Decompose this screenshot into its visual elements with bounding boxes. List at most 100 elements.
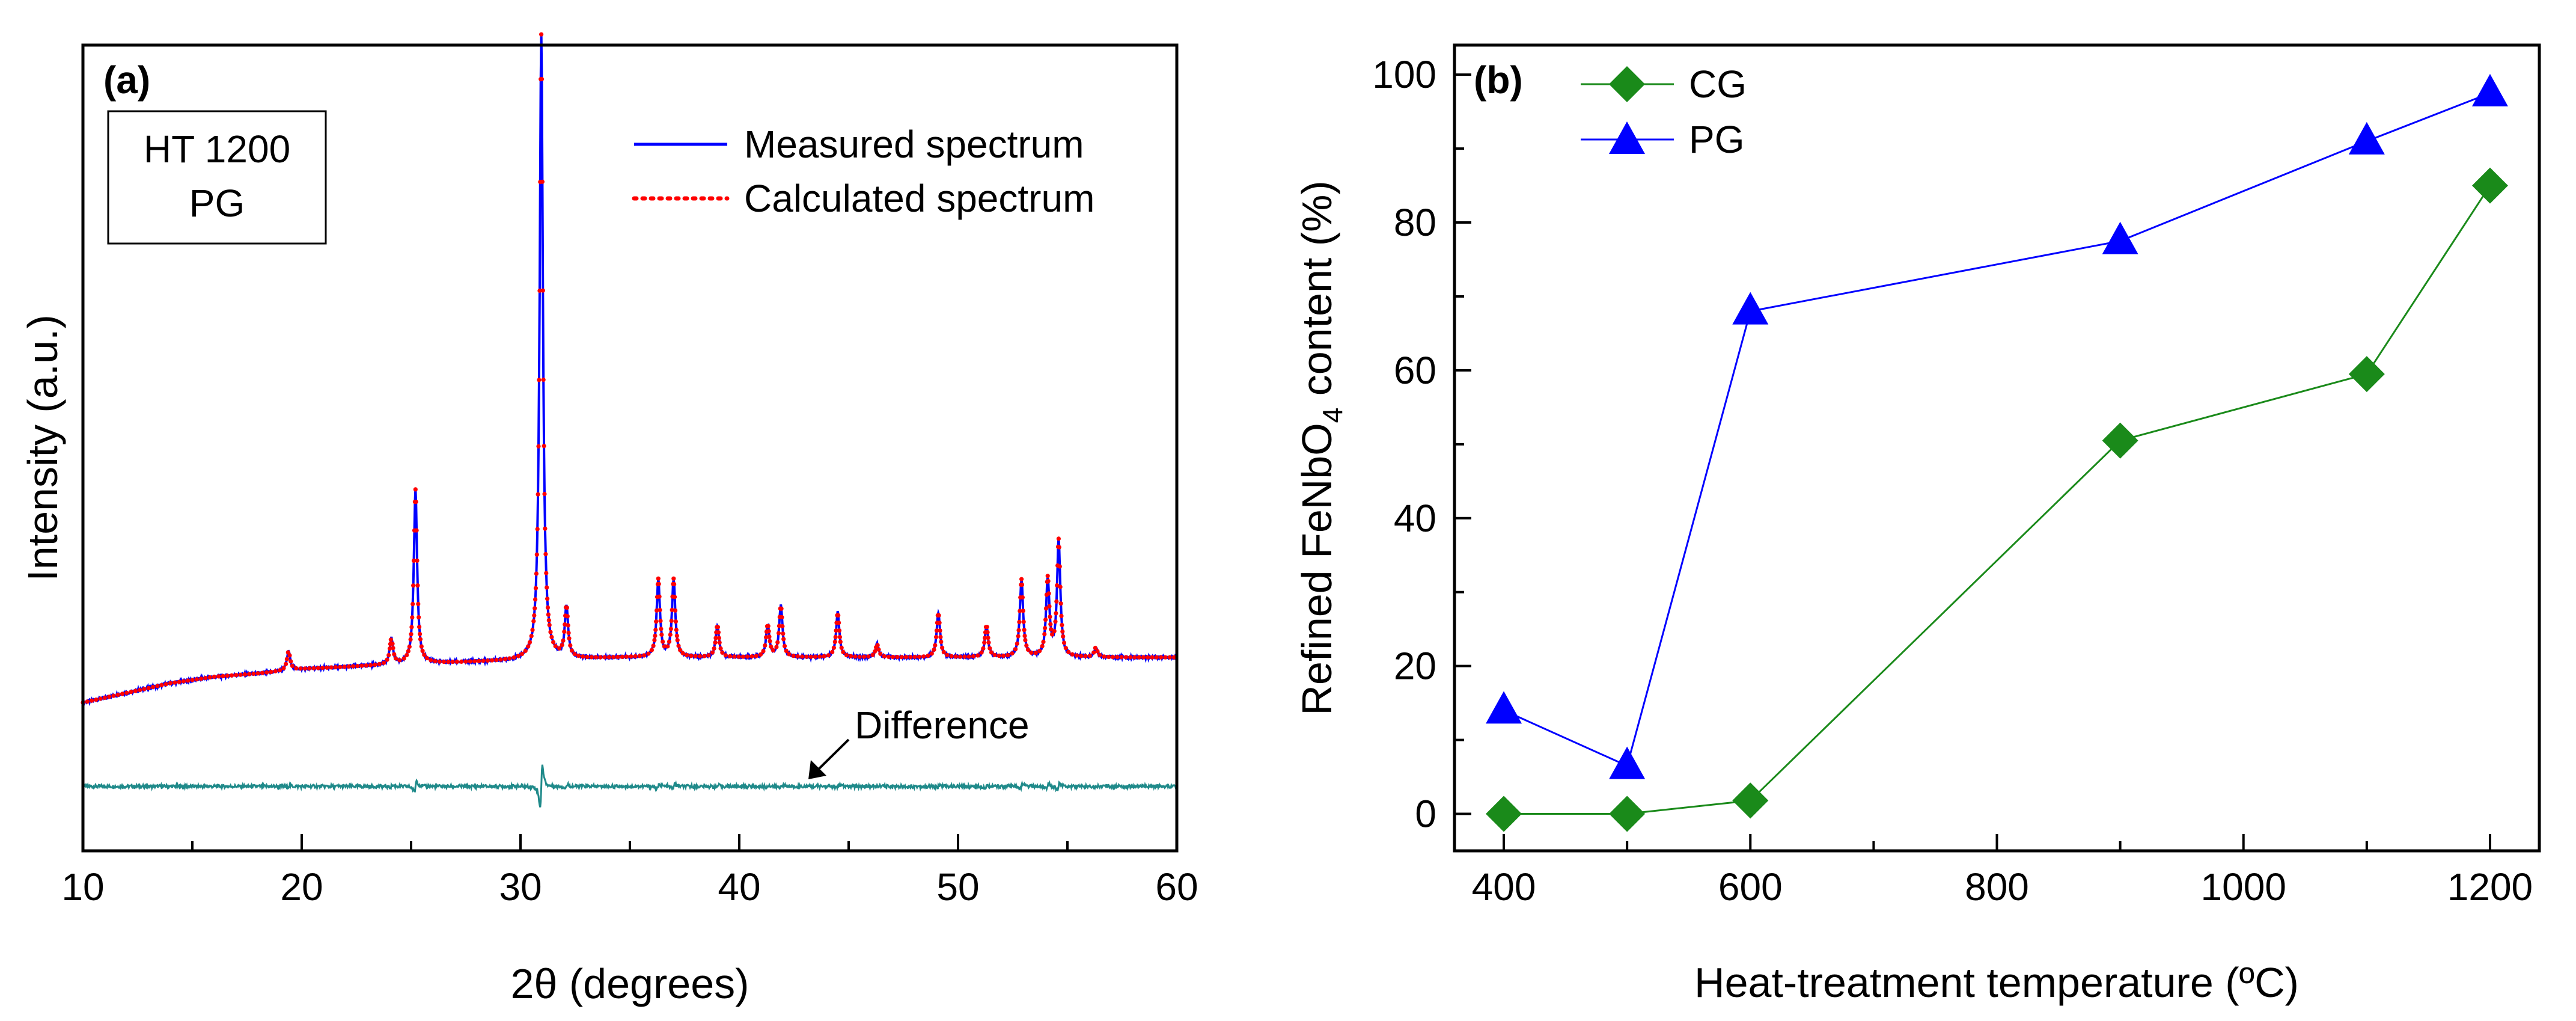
calculated-point [837, 628, 842, 633]
series-line-pg [1503, 92, 2491, 767]
calculated-point [142, 687, 147, 691]
calculated-point [401, 656, 406, 661]
data-point-cg [1732, 782, 1769, 819]
calculated-point [937, 621, 942, 625]
panel-b-ticks: 400 600 800 1000 1200 0 20 40 60 80 100 [1372, 53, 2533, 909]
calculated-point [886, 654, 891, 659]
calculated-point [468, 659, 472, 664]
calculated-point [983, 636, 987, 640]
calculated-point [120, 691, 125, 696]
calculated-point [534, 571, 539, 576]
calculated-point [822, 654, 826, 658]
calculated-point [718, 646, 723, 651]
calculated-point [1019, 582, 1025, 587]
calculated-point [697, 654, 703, 658]
calculated-point [841, 649, 846, 654]
legend-cg-marker [1609, 66, 1645, 102]
calculated-point [817, 654, 822, 659]
calculated-point [749, 654, 754, 659]
calculated-point [391, 646, 395, 651]
calculated-point [761, 649, 766, 654]
calculated-point [658, 618, 663, 624]
calculated-point [767, 634, 772, 639]
calculated-point [659, 627, 664, 631]
calculated-point [624, 654, 629, 659]
calculated-point [562, 629, 567, 634]
calculated-point [800, 654, 805, 659]
calculated-point [320, 666, 325, 670]
calculated-point [533, 606, 537, 611]
calculated-point [629, 654, 633, 659]
calculated-point [962, 654, 967, 659]
calculated-point [561, 638, 566, 643]
calculated-point [1093, 645, 1097, 651]
calculated-point [163, 682, 168, 687]
calculated-point [934, 628, 939, 633]
calculated-point [723, 653, 728, 658]
data-point-cg [2102, 422, 2138, 459]
y-title-subscript: 4 [1317, 408, 1348, 423]
calculated-point [982, 640, 987, 645]
calculated-point [926, 653, 930, 658]
calculated-point [899, 655, 904, 660]
calculated-point [986, 640, 991, 645]
calculated-point [548, 630, 553, 634]
y-tick-label: 80 [1394, 201, 1436, 244]
calculated-point [422, 652, 427, 657]
calculated-point [1046, 591, 1051, 596]
calculated-point [90, 698, 94, 703]
calculated-point [795, 654, 800, 659]
calculated-point [203, 676, 208, 681]
calculated-point [662, 644, 667, 649]
calculated-point [410, 615, 415, 620]
calculated-point [908, 655, 913, 660]
calculated-point [540, 288, 545, 293]
calculated-point [966, 654, 971, 659]
calculated-point [831, 645, 836, 650]
calculated-point [938, 634, 943, 639]
calculated-point [1052, 629, 1057, 634]
calculated-point [781, 631, 786, 636]
y-title-part-2: content (%) [1293, 180, 1340, 407]
calculated-point [1141, 655, 1146, 660]
calculated-point [979, 650, 984, 655]
calculated-point [569, 648, 575, 653]
calculated-point [674, 633, 679, 638]
calculated-point [1106, 654, 1111, 660]
panel-b-y-axis-title: Refined FeNbO4 content (%) [1293, 180, 1348, 715]
calculated-point [409, 632, 414, 637]
calculated-point [878, 651, 883, 656]
calculated-point [545, 585, 549, 590]
calculated-point [895, 655, 900, 660]
calculated-point [498, 657, 503, 662]
calculated-point [732, 654, 737, 659]
calculated-point [837, 621, 841, 625]
calculated-point [238, 672, 243, 677]
calculated-point [385, 657, 389, 662]
calculated-point [830, 649, 835, 654]
calculated-point [537, 378, 542, 382]
calculated-point [620, 654, 624, 659]
calculated-point [712, 646, 716, 651]
calculated-point [454, 659, 460, 664]
calculated-point [414, 528, 419, 533]
calculated-point [242, 672, 247, 677]
calculated-point [849, 654, 853, 658]
calculated-point [107, 694, 112, 699]
calculated-point [611, 655, 616, 660]
calculated-point [225, 673, 230, 678]
calculated-point [1022, 633, 1027, 639]
calculated-point [917, 654, 921, 659]
calculated-point [985, 630, 990, 635]
calculated-point [653, 633, 658, 638]
calculated-point [769, 644, 774, 649]
calculated-point [987, 646, 992, 651]
calculated-point [545, 596, 550, 601]
calculated-point [672, 581, 677, 587]
calculated-point [667, 639, 672, 644]
calculated-point [716, 636, 721, 640]
calculated-point [873, 649, 877, 654]
calculated-point [540, 179, 545, 184]
calculated-point [1029, 650, 1034, 655]
calculated-point [111, 693, 116, 698]
